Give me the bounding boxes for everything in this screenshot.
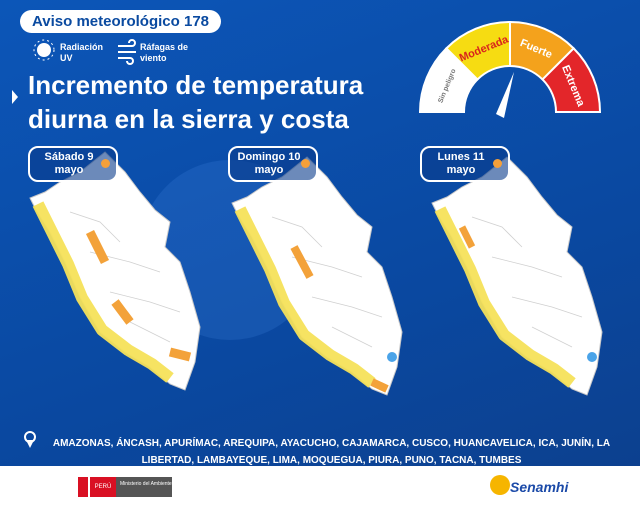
gauge-needle [496,72,514,118]
day-label: Domingo 10 mayo [228,146,318,182]
badge: Aviso meteorológico 178 [20,10,221,33]
day: Lunes 11 [437,151,485,163]
gauge-segment [541,46,602,113]
icon-label: Ráfagas de viento [140,42,189,63]
month: mayo [446,164,476,176]
title: Incremento de temperatura [28,70,364,100]
footer-logos [0,466,640,506]
month: mayo [254,164,284,176]
day: Domingo 10 [237,151,301,163]
wind-icon [118,39,136,65]
uv-icon [33,39,55,61]
map [231,156,403,396]
title: diurna en la sierra y costa [28,104,349,134]
map [431,156,603,396]
arrow-icon [12,90,18,104]
location-pin [24,431,36,448]
brand: Senamhi [510,479,569,495]
map [29,151,201,391]
regions: AMAZONAS, ÁNCASH, APURÍMAC, AREQUIPA, AY… [52,438,611,466]
ministry: Ministerio del Ambiente [120,481,172,487]
icon-label: Radiación UV [60,42,104,63]
day-label: Lunes 11 mayo [420,146,510,182]
country: PERÚ [95,483,112,490]
month: mayo [54,164,84,176]
day-label: Sábado 9 mayo [28,146,118,182]
day: Sábado 9 [44,151,94,163]
